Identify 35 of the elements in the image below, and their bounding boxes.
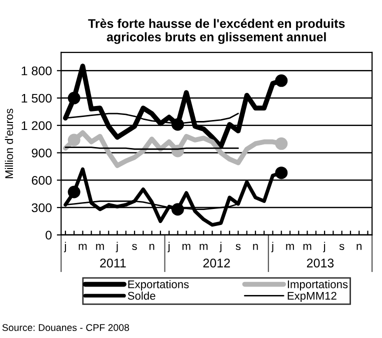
x-tick-label: s	[236, 244, 241, 250]
x-tick-label: m	[200, 244, 208, 250]
x-tick-label: m	[303, 244, 312, 250]
legend-label: Exportations	[128, 280, 189, 290]
x-tick-label: j	[219, 242, 222, 252]
x-tick-label: n	[149, 244, 154, 250]
x-tick-label: s	[339, 244, 344, 250]
y-tick-label: 600	[32, 176, 52, 185]
x-tick-label: n	[356, 244, 362, 250]
text: 2011	[100, 258, 126, 268]
x-tick-label: j	[323, 242, 326, 252]
y-tick-label: 900	[32, 148, 52, 158]
y-tick-label: 1 500	[22, 94, 52, 103]
y-axis-title: Million d'euros	[4, 108, 14, 178]
text: 2013	[306, 258, 334, 268]
x-tick-label: j	[64, 242, 66, 252]
chart-title: Très forte hausse de l'excédent en produits agricoles bruts en glissement annuel	[88, 18, 345, 44]
y-tick-label: 1 200	[22, 121, 52, 130]
y-tick-label: 1 800	[22, 66, 52, 76]
x-tick-label: m	[182, 244, 190, 250]
x-tick-label: j	[168, 242, 170, 252]
source-note: Source: Douanes - CPF 2008	[2, 324, 130, 332]
x-tick-label: n	[253, 244, 258, 250]
x-tick-label: s	[132, 244, 137, 250]
legend-label: ExpMM12	[288, 292, 336, 302]
y-tick-label: 0	[46, 230, 52, 240]
text: 2012	[203, 258, 230, 268]
x-tick-label: j	[271, 242, 274, 252]
legend-label: Solde	[128, 292, 156, 300]
x-tick-label: m	[96, 244, 104, 250]
y-tick-label: 300	[32, 203, 52, 212]
x-tick-label: m	[78, 244, 87, 250]
x-tick-label: m	[286, 244, 294, 250]
x-tick-label: j	[116, 242, 118, 252]
legend-label: Importations	[288, 280, 348, 290]
